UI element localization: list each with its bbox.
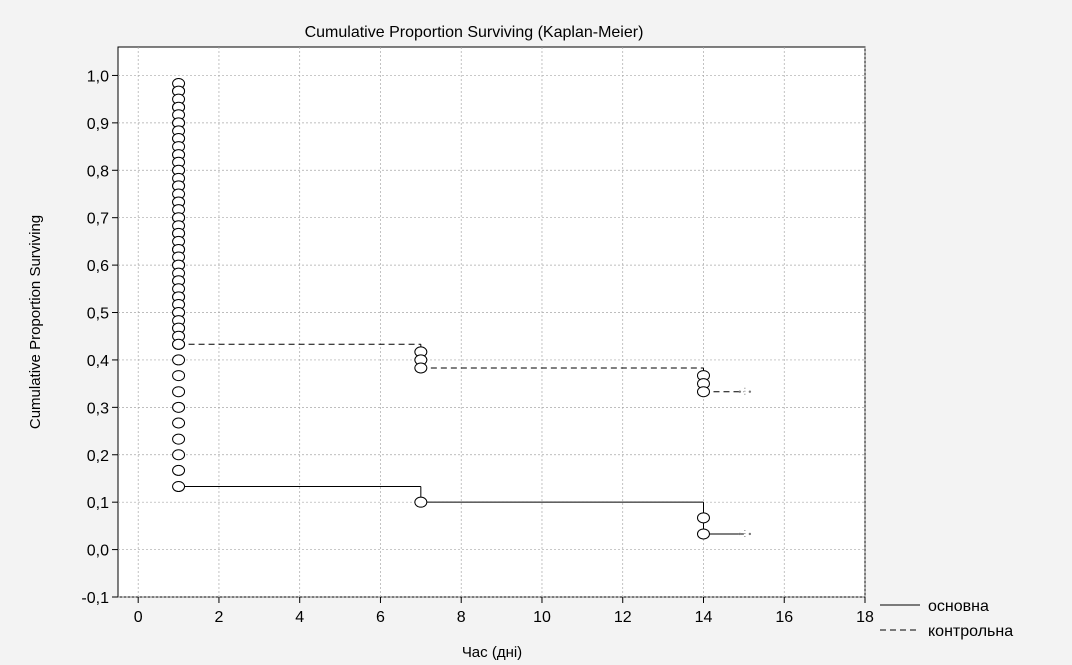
legend: основна контрольна bbox=[880, 598, 1013, 640]
y-tick-label: 0,2 bbox=[87, 448, 109, 465]
y-axis-label: Cumulative Proportion Surviving bbox=[27, 215, 44, 429]
control-event-marker bbox=[696, 386, 710, 398]
series bbox=[172, 78, 752, 540]
main-event-marker bbox=[172, 386, 186, 398]
legend-label-main: основна bbox=[928, 598, 989, 615]
y-tick-label: 0,5 bbox=[87, 306, 109, 323]
y-tick-label: 0,4 bbox=[87, 353, 109, 370]
x-tick-label: 8 bbox=[457, 609, 466, 626]
main-event-marker bbox=[696, 528, 710, 540]
x-tick-label: 6 bbox=[376, 609, 385, 626]
y-tick-label: 0,1 bbox=[87, 495, 109, 512]
x-tick-label: 10 bbox=[533, 609, 551, 626]
plot-area bbox=[117, 46, 866, 598]
main-event-marker bbox=[172, 417, 186, 429]
y-tick-label: 0,3 bbox=[87, 400, 109, 417]
y-tick-label: 1,0 bbox=[87, 68, 109, 85]
x-axis-label: Час (дні) bbox=[462, 644, 522, 661]
x-tick-label: 14 bbox=[695, 609, 713, 626]
main-event-marker bbox=[172, 354, 186, 366]
y-tick-label: 0,8 bbox=[87, 163, 109, 180]
x-tick-label: 18 bbox=[856, 609, 874, 626]
x-tick-label: 16 bbox=[775, 609, 793, 626]
main-event-marker bbox=[172, 449, 186, 461]
control-event-marker bbox=[414, 362, 428, 374]
x-tick-label: 12 bbox=[614, 609, 632, 626]
x-tick-label: 0 bbox=[134, 609, 143, 626]
x-tick-label: 4 bbox=[295, 609, 304, 626]
legend-label-control: контрольна bbox=[928, 623, 1013, 640]
main-event-marker bbox=[414, 496, 428, 508]
y-tick-label: 0,7 bbox=[87, 211, 109, 228]
main-event-marker bbox=[172, 433, 186, 445]
main-censor-dot bbox=[748, 532, 752, 536]
control-event-marker bbox=[172, 338, 186, 350]
control-censor-dot bbox=[738, 390, 742, 393]
main-censor-dot bbox=[738, 532, 742, 536]
main-event-marker bbox=[172, 401, 186, 413]
main-event-marker bbox=[172, 464, 186, 476]
chart-title: Cumulative Proportion Surviving (Kaplan-… bbox=[305, 24, 644, 41]
main-event-marker bbox=[172, 481, 186, 493]
main-event-marker bbox=[172, 370, 186, 382]
control-censor-dot bbox=[748, 390, 752, 393]
y-tick-label: 0,0 bbox=[87, 543, 109, 560]
y-tick-label: 0,6 bbox=[87, 258, 109, 275]
y-tick-label: 0,9 bbox=[87, 116, 109, 133]
y-tick-label: -0,1 bbox=[81, 590, 109, 607]
grid bbox=[118, 47, 866, 598]
main-event-marker bbox=[696, 512, 710, 524]
ticks: 0 2 4 6 8 10 12 14 16 18 -0,1 0,0 0,1 0,2 0,3 0,4 0,5 0,6… bbox=[81, 68, 874, 626]
x-tick-label: 2 bbox=[214, 609, 223, 626]
